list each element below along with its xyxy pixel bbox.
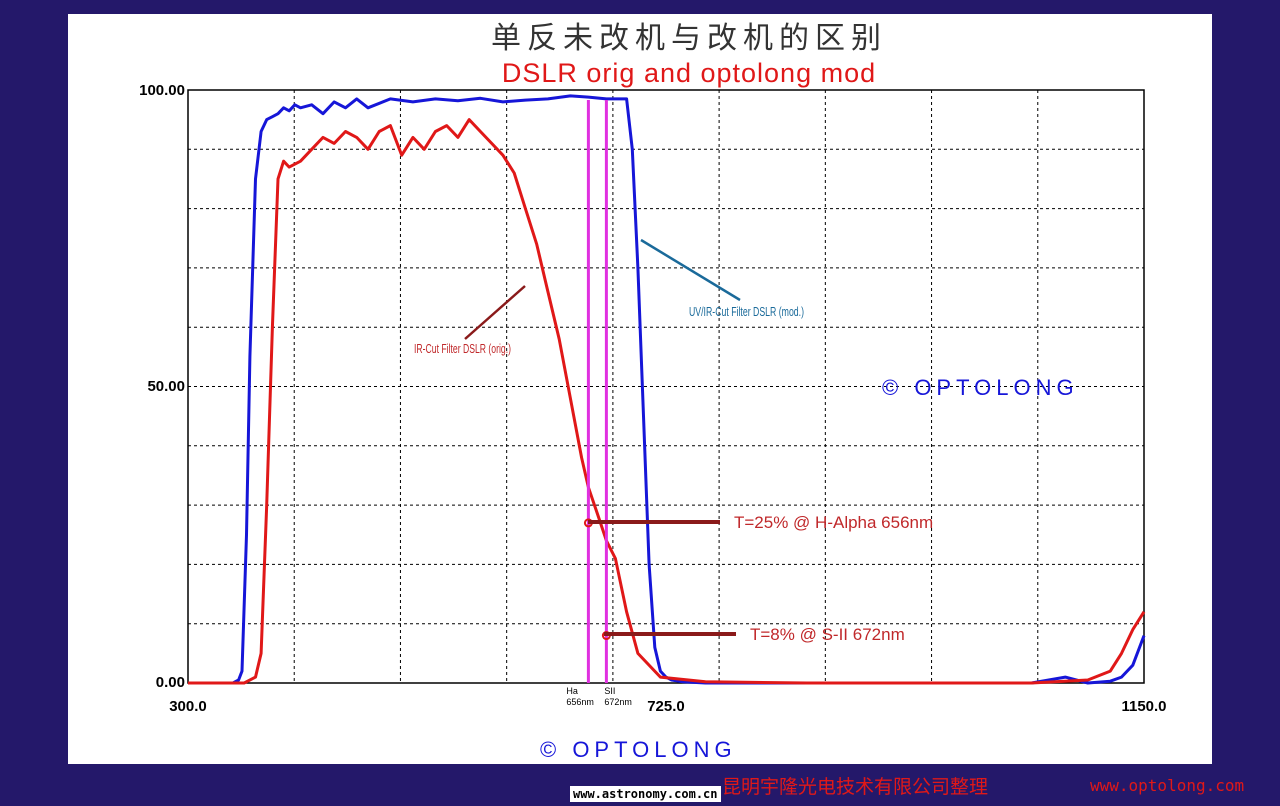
footer-copyright: © OPTOLONG	[540, 737, 737, 762]
chart-title-cn: 单反未改机与改机的区别	[491, 21, 887, 56]
site-watermark: www.astronomy.com.cn	[570, 786, 721, 802]
chart-title-en: DSLR orig and optolong mod	[502, 58, 876, 88]
grid	[188, 90, 1144, 683]
plot-frame	[187, 89, 1145, 684]
footer-site-link[interactable]: www.optolong.com	[1090, 776, 1245, 795]
label-red-series: IR-Cut Filter DSLR (orig.)	[414, 341, 511, 356]
chart-panel: 单反未改机与改机的区别 DSLR orig and optolong mod 1…	[68, 14, 1212, 764]
marker-layer: Ha 656nm SII 672nm	[566, 100, 632, 707]
series-layer	[188, 94, 1146, 685]
series-line-orig	[188, 118, 1146, 685]
x-tick-label-mid: 725.0	[647, 698, 685, 715]
y-tick-label-max: 100.00	[139, 82, 185, 99]
chart-svg: 单反未改机与改机的区别 DSLR orig and optolong mod 1…	[139, 21, 1166, 762]
footer-org-cn: 昆明宇隆光电技术有限公司整理	[722, 776, 989, 798]
watermark-in-plot: © OPTOLONG	[882, 375, 1079, 400]
label-blue-series-line1: UV/IR-Cut Filter DSLR (mod.)	[689, 304, 804, 319]
marker-label-ha: Ha 656nm	[566, 686, 594, 707]
annotation-ha: T=25% @ H-Alpha 656nm	[734, 513, 933, 532]
marker-label-sii: SII 672nm	[604, 686, 632, 707]
y-tick-label-min: 0.00	[156, 674, 185, 691]
y-tick-label-mid: 50.00	[147, 378, 185, 395]
leader-blue	[640, 238, 741, 302]
x-tick-label-max: 1150.0	[1121, 698, 1166, 715]
annotation-sii: T=8% @ S-II 672nm	[750, 625, 905, 644]
leader-red	[464, 285, 526, 340]
x-tick-label-min: 300.0	[169, 698, 207, 715]
